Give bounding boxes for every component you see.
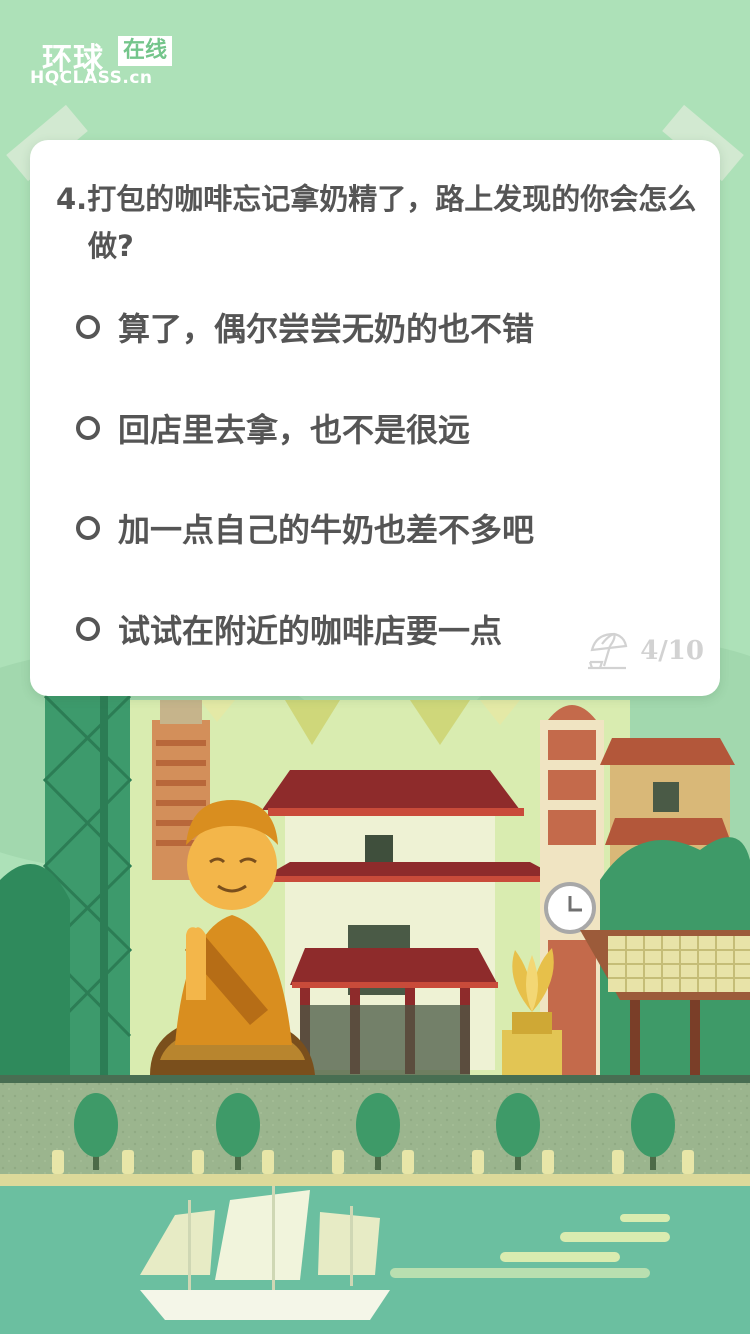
progress-counter: 4/10 [640,636,704,666]
radio-circle-icon[interactable] [76,617,100,641]
radio-circle-icon[interactable] [76,516,100,540]
answer-option-label: 算了，偶尔尝尝无奶的也不错 [118,304,534,350]
answer-option-1[interactable]: 算了，偶尔尝尝无奶的也不错 [76,302,534,352]
beach-umbrella-icon [584,628,630,674]
answer-option-label: 加一点自己的牛奶也差不多吧 [118,505,534,551]
radio-circle-icon[interactable] [76,315,100,339]
answer-option-label: 回店里去拿，也不是很远 [118,405,470,451]
logo-domain: HQCLASS.cn [30,68,153,88]
logo-tag: 在线 [118,36,172,66]
quiz-card: 4.打包的咖啡忘记拿奶精了，路上发现的你会怎么做? 算了，偶尔尝尝无奶的也不错 … [30,140,720,696]
radio-circle-icon[interactable] [76,416,100,440]
answer-option-4[interactable]: 试试在附近的咖啡店要一点 [76,604,502,654]
answer-option-label: 试试在附近的咖啡店要一点 [118,606,502,652]
answer-option-2[interactable]: 回店里去拿，也不是很远 [76,403,470,453]
question-text: 4.打包的咖啡忘记拿奶精了，路上发现的你会怎么做? [56,176,728,270]
question-progress: 4/10 [584,628,704,674]
brand-logo: 环球 在线 HQCLASS.cn [28,32,188,92]
answer-option-3[interactable]: 加一点自己的牛奶也差不多吧 [76,503,534,553]
